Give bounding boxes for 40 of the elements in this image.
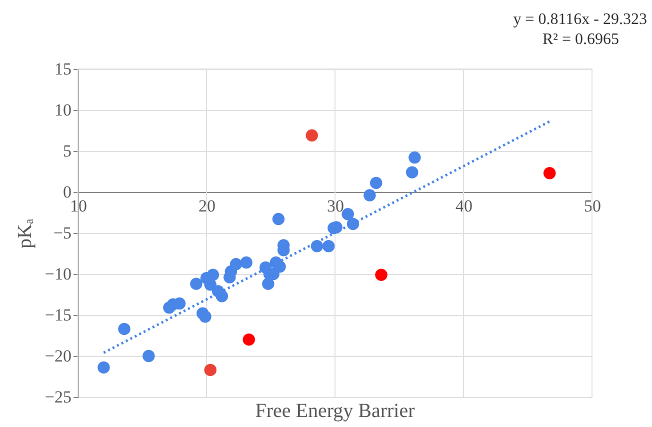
point bbox=[408, 151, 421, 164]
point bbox=[322, 240, 335, 252]
point bbox=[306, 129, 318, 142]
point bbox=[242, 333, 256, 346]
point bbox=[206, 268, 220, 281]
point bbox=[272, 212, 285, 226]
point bbox=[230, 258, 242, 270]
y-tick-label: 15 bbox=[54, 60, 72, 78]
y-tick-label: −25 bbox=[44, 388, 72, 406]
point bbox=[342, 208, 354, 220]
text: R² = 0.6965 bbox=[542, 31, 619, 48]
y-axis-title: pKₐ bbox=[14, 218, 36, 248]
y-tick-label: 0 bbox=[63, 182, 72, 202]
x-tick-label: 20 bbox=[198, 196, 216, 216]
point bbox=[240, 256, 252, 269]
y-tick-label: −5 bbox=[53, 224, 72, 242]
point bbox=[364, 189, 376, 202]
point bbox=[204, 364, 216, 376]
point bbox=[190, 278, 202, 290]
x-axis-title: Free Energy Barrier bbox=[255, 400, 416, 422]
point bbox=[216, 290, 228, 302]
point bbox=[310, 240, 324, 252]
x-tick-label: 40 bbox=[456, 196, 472, 216]
x-tick-label: 30 bbox=[327, 196, 344, 216]
point bbox=[142, 350, 155, 362]
y-tick-label: 10 bbox=[54, 100, 72, 120]
point bbox=[199, 310, 212, 323]
point bbox=[118, 322, 130, 336]
x-tick-label: 50 bbox=[584, 196, 601, 216]
point bbox=[98, 361, 110, 374]
point bbox=[543, 167, 556, 180]
y-tick-label: 5 bbox=[63, 142, 72, 160]
point bbox=[262, 278, 274, 290]
point bbox=[370, 176, 382, 190]
y-tick-label: −20 bbox=[44, 346, 72, 366]
y-tick-label: −15 bbox=[44, 306, 72, 324]
point bbox=[406, 166, 418, 178]
point bbox=[375, 268, 388, 281]
text: y = 0.8116x - 29.323 bbox=[513, 11, 647, 28]
y-tick-label: −10 bbox=[44, 264, 72, 284]
